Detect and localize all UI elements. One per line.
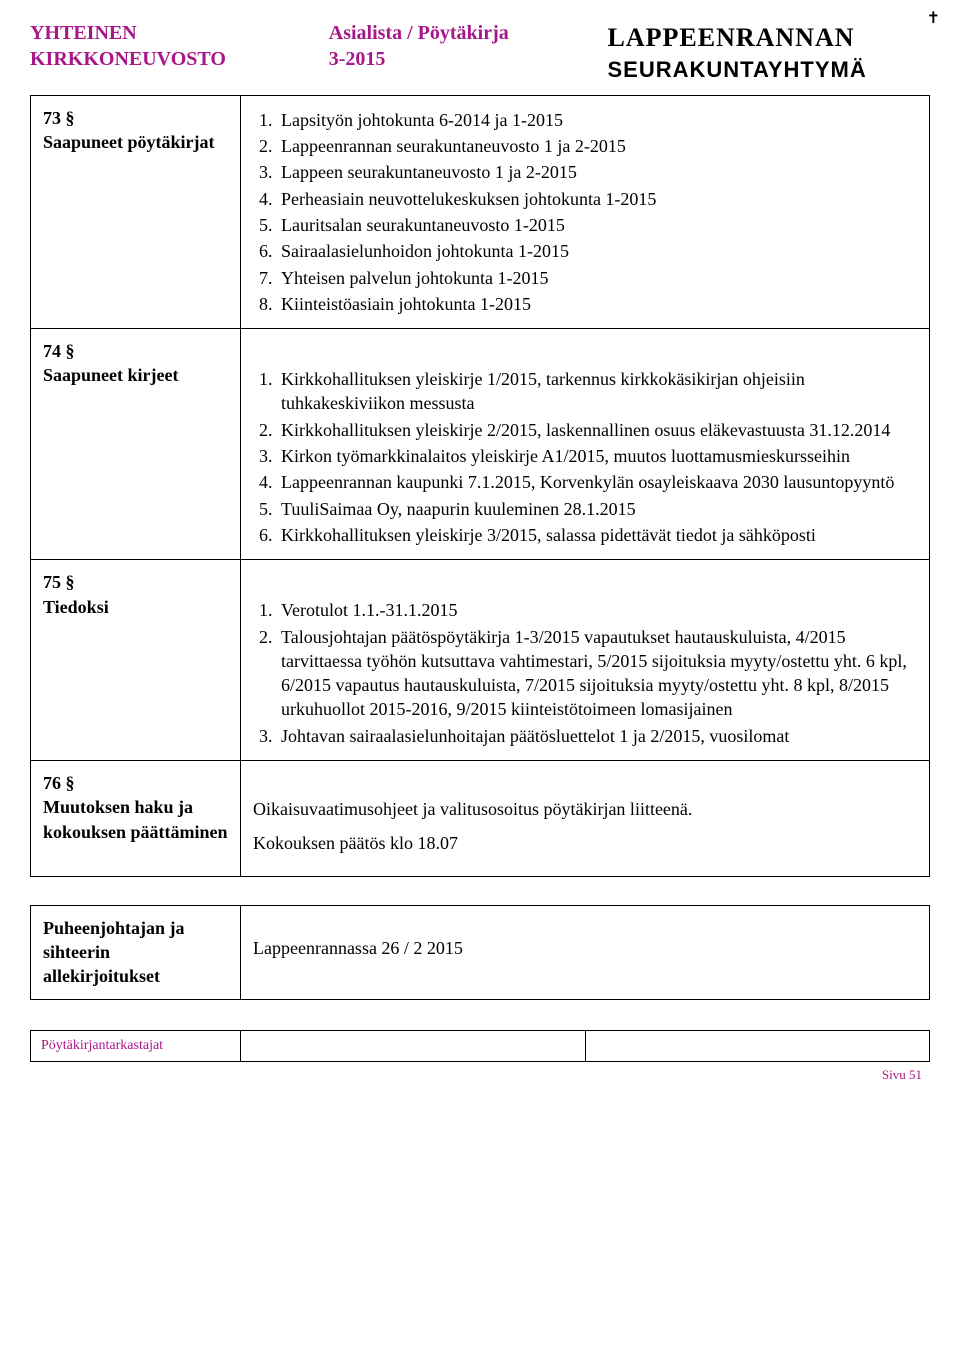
page-number: Sivu 51 [30, 1066, 930, 1084]
section-75-header: 75 § Tiedoksi [31, 560, 241, 761]
signatures-table: Puheenjohtajan ja sihteerin allekirjoitu… [30, 905, 930, 1000]
list-item: Sairaalasielunhoidon johtokunta 1-2015 [277, 239, 917, 263]
paragraph: Kokouksen päätös klo 18.07 [253, 831, 917, 855]
list-item: Yhteisen palvelun johtokunta 1-2015 [277, 266, 917, 290]
section-76: 76 § Muutoksen haku ja kokouksen päättäm… [31, 761, 930, 877]
list-item: Verotulot 1.1.-31.1.2015 [277, 598, 917, 622]
list-item: Lappeen seurakuntaneuvosto 1 ja 2-2015 [277, 160, 917, 184]
header-left: YHTEINEN KIRKKONEUVOSTO [30, 20, 299, 72]
header-center-line2: 3-2015 [329, 46, 598, 72]
list-item: Lapsityön johtokunta 6-2014 ja 1-2015 [277, 108, 917, 132]
section-title: Saapuneet pöytäkirjat [43, 130, 228, 154]
signatures-left: Puheenjohtajan ja sihteerin allekirjoitu… [31, 905, 241, 999]
signatures-row: Puheenjohtajan ja sihteerin allekirjoitu… [31, 905, 930, 999]
list-item: Talousjohtajan päätöspöytäkirja 1-3/2015… [277, 625, 917, 722]
header-right-line2: SEURAKUNTAYHTYMÄ [608, 55, 931, 85]
list-item: Kirkon työmarkkinalaitos yleiskirje A1/2… [277, 444, 917, 468]
list-item: Kiinteistöasiain johtokunta 1-2015 [277, 292, 917, 316]
list-item: Kirkkohallituksen yleiskirje 1/2015, tar… [277, 367, 917, 416]
footer-table: Pöytäkirjantarkastajat [30, 1030, 930, 1063]
section-73-content: Lapsityön johtokunta 6-2014 ja 1-2015 La… [241, 95, 930, 328]
section-num: 74 § [43, 339, 228, 363]
section-76-content: Oikaisuvaatimusohjeet ja valitusosoitus … [241, 761, 930, 877]
section-74-list: Kirkkohallituksen yleiskirje 1/2015, tar… [253, 367, 917, 547]
section-title: Saapuneet kirjeet [43, 363, 228, 387]
section-num: 76 § [43, 771, 228, 795]
section-74: 74 § Saapuneet kirjeet Kirkkohallituksen… [31, 329, 930, 560]
main-table: 73 § Saapuneet pöytäkirjat Lapsityön joh… [30, 95, 930, 877]
list-item: TuuliSaimaa Oy, naapurin kuuleminen 28.1… [277, 497, 917, 521]
signatures-place-date: Lappeenrannassa 26 / 2 2015 [253, 936, 917, 960]
header-left-line1: YHTEINEN [30, 20, 299, 46]
footer-row: Pöytäkirjantarkastajat [31, 1030, 930, 1062]
list-item: Kirkkohallituksen yleiskirje 2/2015, las… [277, 418, 917, 442]
section-74-header: 74 § Saapuneet kirjeet [31, 329, 241, 560]
section-73-list: Lapsityön johtokunta 6-2014 ja 1-2015 La… [253, 108, 917, 316]
section-73-header: 73 § Saapuneet pöytäkirjat [31, 95, 241, 328]
header-right-line1: LAPPEENRANNAN [608, 20, 931, 55]
list-item: Perheasiain neuvottelukeskuksen johtokun… [277, 187, 917, 211]
paragraph: Oikaisuvaatimusohjeet ja valitusosoitus … [253, 797, 917, 821]
header-center: Asialista / Pöytäkirja 3-2015 [299, 20, 598, 72]
list-item: Johtavan sairaalasielunhoitajan päätöslu… [277, 724, 917, 748]
section-num: 75 § [43, 570, 228, 594]
header-left-line2: KIRKKONEUVOSTO [30, 46, 299, 72]
section-title: Tiedoksi [43, 595, 228, 619]
footer-empty-1 [241, 1030, 586, 1062]
header-center-line1: Asialista / Pöytäkirja [329, 20, 598, 46]
cross-icon: ✝ [927, 8, 940, 30]
section-73: 73 § Saapuneet pöytäkirjat Lapsityön joh… [31, 95, 930, 328]
section-num: 73 § [43, 106, 228, 130]
section-75-list: Verotulot 1.1.-31.1.2015 Talousjohtajan … [253, 598, 917, 748]
section-75: 75 § Tiedoksi Verotulot 1.1.-31.1.2015 T… [31, 560, 930, 761]
section-75-content: Verotulot 1.1.-31.1.2015 Talousjohtajan … [241, 560, 930, 761]
list-item: Lappeenrannan kaupunki 7.1.2015, Korvenk… [277, 470, 917, 494]
footer-label: Pöytäkirjantarkastajat [31, 1030, 241, 1062]
page-header: YHTEINEN KIRKKONEUVOSTO Asialista / Pöyt… [30, 20, 930, 85]
header-right: ✝ LAPPEENRANNAN SEURAKUNTAYHTYMÄ [598, 20, 931, 85]
list-item: Lappeenrannan seurakuntaneuvosto 1 ja 2-… [277, 134, 917, 158]
section-74-content: Kirkkohallituksen yleiskirje 1/2015, tar… [241, 329, 930, 560]
section-76-header: 76 § Muutoksen haku ja kokouksen päättäm… [31, 761, 241, 877]
section-title: Muutoksen haku ja kokouksen päättäminen [43, 795, 228, 844]
list-item: Kirkkohallituksen yleiskirje 3/2015, sal… [277, 523, 917, 547]
footer-empty-2 [585, 1030, 930, 1062]
list-item: Lauritsalan seurakuntaneuvosto 1-2015 [277, 213, 917, 237]
signatures-right: Lappeenrannassa 26 / 2 2015 [241, 905, 930, 999]
